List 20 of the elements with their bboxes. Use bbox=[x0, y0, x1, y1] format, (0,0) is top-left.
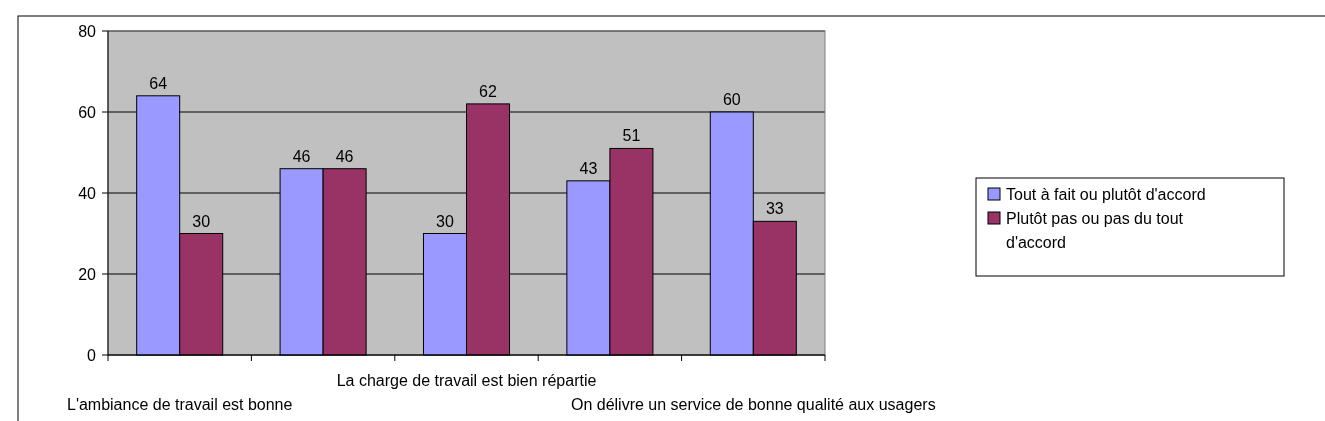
data-label: 33 bbox=[765, 200, 784, 218]
data-label: 51 bbox=[622, 127, 641, 145]
x-tick-label: On délivre un service de bonne qualité aux usagers bbox=[570, 396, 936, 413]
y-tick-label: 80 bbox=[78, 22, 97, 40]
data-label: 30 bbox=[436, 212, 454, 230]
x-tick-label: La charge de travail est bien répartie bbox=[336, 372, 597, 389]
y-tick-label: 0 bbox=[87, 346, 97, 364]
legend-label: Tout à fait ou plutôt d'accord bbox=[1006, 185, 1206, 203]
y-tick-label: 40 bbox=[78, 184, 97, 202]
y-tick-label: 60 bbox=[78, 103, 97, 121]
data-label: 30 bbox=[192, 212, 211, 230]
legend-label: Plutôt pas ou pas du tout d'accord bbox=[1006, 209, 1184, 251]
y-tick-label: 20 bbox=[78, 265, 97, 283]
data-label: 43 bbox=[579, 159, 598, 177]
data-label: 60 bbox=[722, 91, 741, 108]
data-label: 46 bbox=[292, 147, 311, 165]
x-tick-label: L'ambiance de travail est bonne bbox=[66, 396, 293, 413]
data-label: 64 bbox=[149, 74, 168, 92]
data-label: 46 bbox=[335, 147, 354, 165]
data-label: 62 bbox=[479, 82, 498, 100]
